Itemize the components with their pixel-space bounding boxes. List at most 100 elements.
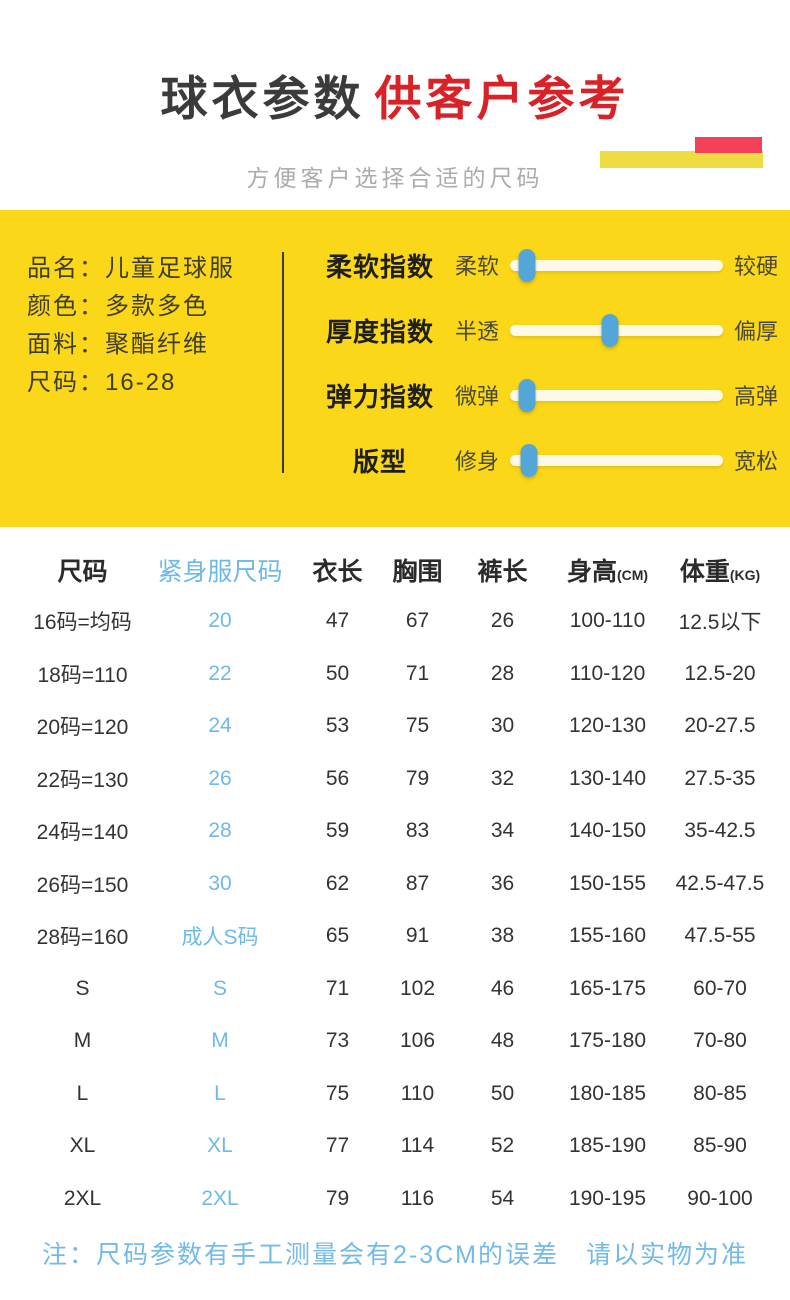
table-row: 22码=130 26 56 79 32 130-140 27.5-35	[25, 753, 770, 806]
table-cell: S	[75, 976, 90, 1000]
table-cell: 50	[490, 1081, 515, 1105]
product-size-line: 尺码：16-28	[27, 369, 177, 396]
page-title-accent: 供客户参考	[374, 72, 630, 125]
page-subtitle: 方便客户选择合适的尺码	[246, 164, 544, 191]
table-cell: 62	[325, 871, 350, 895]
col-header-height: 身高(CM)	[566, 558, 649, 586]
table-cell: 28码=160	[36, 926, 129, 950]
table-cell: 54	[490, 1186, 515, 1210]
slider-title: 厚度指数	[325, 316, 434, 347]
table-row: M M 73 106 48 175-180 70-80	[25, 1015, 770, 1068]
col-header-pants-length: 裤长	[477, 558, 528, 586]
table-cell: 150-155	[568, 871, 647, 895]
table-cell: 28	[208, 819, 232, 843]
table-cell: 85-90	[693, 1134, 747, 1158]
table-row: 26码=150 30 62 87 36 150-155 42.5-47.5	[25, 858, 770, 911]
product-fabric-line: 面料：聚酯纤维	[27, 331, 209, 358]
softness-slider-track[interactable]	[510, 248, 723, 282]
table-cell: 60-70	[693, 976, 747, 1000]
table-cell: 26	[208, 766, 232, 790]
table-cell: 79	[325, 1186, 350, 1210]
spec-panel: 品名：儿童足球服 颜色：多款多色 面料：聚酯纤维 尺码：16-28 柔软指数 柔…	[0, 210, 790, 527]
table-cell: L	[214, 1081, 226, 1105]
table-cell: 67	[405, 609, 430, 633]
table-cell: 22	[208, 661, 232, 685]
elasticity-slider-track[interactable]	[510, 378, 723, 412]
table-cell: 2XL	[63, 1186, 102, 1210]
slider-title: 版型	[352, 446, 407, 477]
table-cell: 77	[325, 1134, 350, 1158]
table-cell: M	[73, 1029, 92, 1053]
fit-slider-track[interactable]	[510, 443, 723, 477]
table-cell: 24	[208, 714, 232, 738]
table-cell: 2XL	[201, 1186, 239, 1210]
table-cell: 79	[405, 766, 430, 790]
table-cell: XL	[207, 1134, 233, 1158]
product-info: 品名：儿童足球服 颜色：多款多色 面料：聚酯纤维 尺码：16-28	[27, 250, 235, 402]
table-cell: 106	[399, 1029, 436, 1053]
col-header-weight: 体重(KG)	[679, 558, 761, 586]
table-cell: 42.5-47.5	[675, 871, 765, 895]
table-cell: 36	[490, 871, 515, 895]
table-cell: 190-195	[568, 1186, 647, 1210]
table-cell: 20-27.5	[684, 714, 756, 738]
elasticity-slider-handle[interactable]	[518, 378, 536, 412]
size-table-header: 尺码 紧身服尺码 衣长 胸围 裤长 身高(CM) 体重(KG)	[25, 545, 770, 595]
table-cell: 70-80	[693, 1029, 747, 1053]
product-name-line: 品名：儿童足球服	[27, 255, 235, 282]
slider-max-label: 高弹	[733, 384, 778, 409]
thickness-slider-track[interactable]	[510, 313, 723, 347]
table-row: L L 75 110 50 180-185 80-85	[25, 1068, 770, 1121]
fit-slider-handle[interactable]	[520, 443, 538, 477]
table-cell: 47	[325, 609, 350, 633]
fit-slider-row: 版型 修身 宽松	[312, 441, 785, 479]
table-cell: 185-190	[568, 1134, 647, 1158]
table-cell: 18码=110	[37, 663, 128, 687]
table-cell: 90-100	[687, 1186, 753, 1210]
table-cell: 75	[405, 714, 430, 738]
table-cell: 34	[490, 819, 515, 843]
table-row: 2XL 2XL 79 116 54 190-195 90-100	[25, 1173, 770, 1226]
softness-slider-handle[interactable]	[518, 248, 536, 282]
table-row: S S 71 102 46 165-175 60-70	[25, 963, 770, 1016]
table-cell: 180-185	[568, 1081, 647, 1105]
index-sliders: 柔软指数 柔软 较硬 厚度指数 半透 偏厚 弹力指数 微弹	[312, 246, 785, 506]
slider-max-label: 偏厚	[733, 319, 778, 344]
hero-section: 球衣参数 供客户参考 方便客户选择合适的尺码	[0, 0, 790, 210]
decoration-pink-bar	[695, 137, 762, 153]
table-row: 16码=均码 20 47 67 26 100-110 12.5以下	[25, 595, 770, 648]
table-cell: 80-85	[693, 1081, 747, 1105]
col-header-shirt-length: 衣长	[312, 558, 363, 586]
page-title-main: 球衣参数	[160, 72, 365, 125]
table-row: 20码=120 24 53 75 30 120-130 20-27.5	[25, 700, 770, 753]
table-cell: 16码=均码	[33, 611, 132, 635]
table-cell: 32	[490, 766, 515, 790]
table-cell: 27.5-35	[684, 766, 756, 790]
elasticity-slider-row: 弹力指数 微弹 高弹	[312, 376, 785, 414]
slider-max-label: 较硬	[733, 254, 778, 279]
table-cell: 30	[490, 714, 515, 738]
table-cell: 140-150	[568, 819, 647, 843]
table-cell: 87	[405, 871, 430, 895]
table-row: XL XL 77 114 52 185-190 85-90	[25, 1120, 770, 1173]
thickness-slider-handle[interactable]	[601, 313, 619, 347]
table-cell: 50	[325, 661, 350, 685]
table-cell: 35-42.5	[684, 819, 756, 843]
table-cell: 110-120	[569, 661, 646, 685]
col-header-chest: 胸围	[392, 558, 443, 586]
table-cell: 52	[490, 1134, 515, 1158]
table-cell: 48	[490, 1029, 515, 1053]
table-cell: 59	[325, 819, 350, 843]
table-cell: 38	[490, 924, 515, 948]
table-cell: 165-175	[568, 976, 647, 1000]
table-cell: 65	[325, 924, 350, 948]
table-cell: 75	[325, 1081, 350, 1105]
table-cell: 12.5以下	[678, 611, 762, 635]
table-cell: 56	[325, 766, 350, 790]
col-header-size: 尺码	[57, 558, 108, 586]
table-cell: 102	[399, 976, 436, 1000]
slider-min-label: 微弹	[454, 384, 499, 409]
table-cell: 130-140	[568, 766, 647, 790]
size-table: 尺码 紧身服尺码 衣长 胸围 裤长 身高(CM) 体重(KG) 16码=均码 20…	[25, 545, 770, 1225]
table-row: 24码=140 28 59 83 34 140-150 35-42.5	[25, 805, 770, 858]
